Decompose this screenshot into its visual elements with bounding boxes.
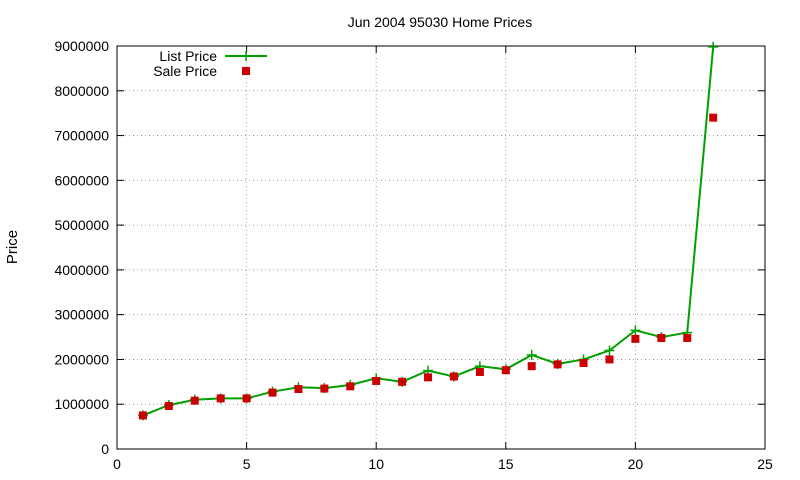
sale-price-point [579,359,588,368]
chart-title: Jun 2004 95030 Home Prices [348,14,532,30]
sale-price-point [216,394,225,403]
series-list-price [137,41,719,421]
grid-lines [117,46,765,449]
x-tick-label: 15 [498,456,514,472]
list-price-point [630,325,641,336]
y-tick-label: 8000000 [54,83,109,99]
sale-price-point [527,362,536,371]
sale-price-point [138,411,147,420]
x-tick-label: 25 [757,456,773,472]
sale-price-point [346,382,355,391]
sale-price-point [709,113,718,122]
sale-price-point [398,377,407,386]
sale-price-point [190,396,199,405]
sale-price-point [631,334,640,343]
legend-label: Sale Price [153,63,217,79]
list-price-point [526,349,537,360]
sale-price-point [294,384,303,393]
legend-square-marker [242,67,250,75]
y-tick-label: 2000000 [54,351,109,367]
x-tick-label: 0 [113,456,121,472]
sale-price-point [372,376,381,385]
list-price-point [604,345,615,356]
y-axis-label: Price [4,230,21,264]
y-tick-label: 6000000 [54,172,109,188]
sale-price-point [683,333,692,342]
y-tick-label: 0 [101,441,109,457]
legend-label: List Price [159,48,217,64]
y-tick-label: 1000000 [54,396,109,412]
y-tick-label: 7000000 [54,128,109,144]
y-tick-label: 9000000 [54,38,109,54]
sale-price-point [657,333,666,342]
sale-price-point [242,394,251,403]
y-tick-label: 3000000 [54,307,109,323]
y-tick-label: 5000000 [54,217,109,233]
sale-price-point [164,402,173,411]
x-tick-label: 10 [368,456,384,472]
y-tick-label: 4000000 [54,262,109,278]
x-tick-label: 20 [628,456,644,472]
sale-price-point [553,360,562,369]
sale-price-point [268,388,277,397]
plot-frame [116,45,766,450]
sale-price-point [449,372,458,381]
list-price-line [142,46,715,417]
sale-price-point [424,373,433,382]
sale-price-point [501,366,510,375]
list-price-point [708,41,719,52]
sale-price-point [605,355,614,364]
x-tick-label: 5 [243,456,251,472]
legend-plus-marker [241,51,251,61]
axis-ticks: 0 1000000 2000000 3000000 4000000 5000000 6000… [54,38,773,472]
sale-price-point [475,367,484,376]
series-layer [137,41,719,421]
sale-price-point [320,384,329,393]
series-sale-price [138,113,718,420]
